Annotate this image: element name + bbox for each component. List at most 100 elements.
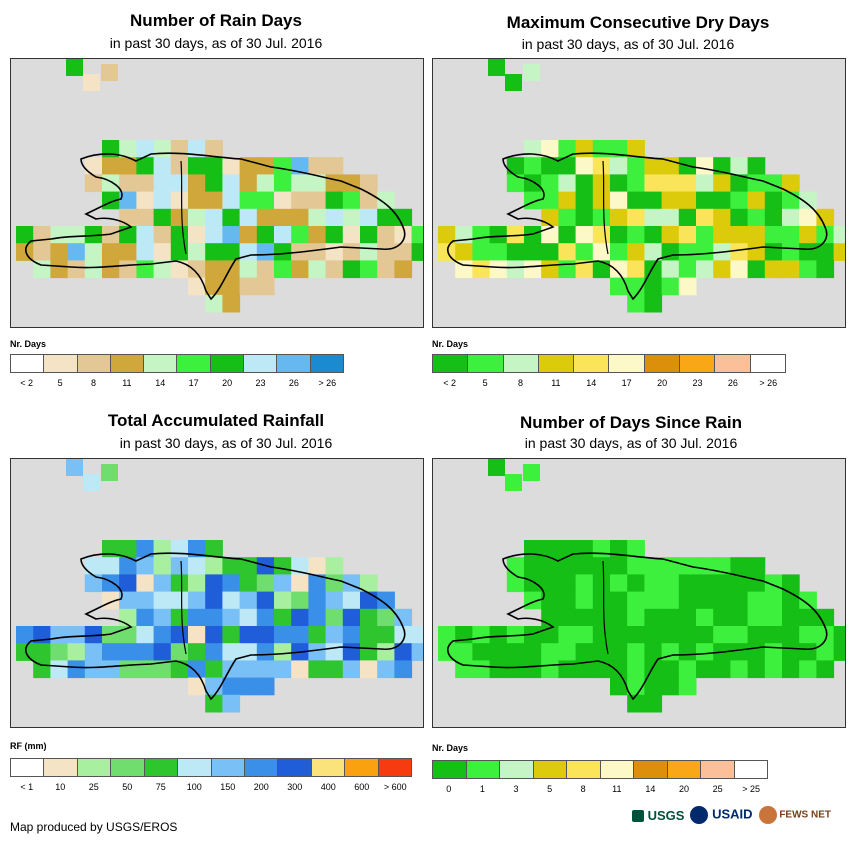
grid-cell [239, 591, 258, 610]
map-total-rainfall [10, 458, 424, 728]
grid-cell [730, 574, 749, 593]
grid-cell [438, 626, 456, 644]
legend-bar [432, 760, 768, 779]
grid-cell [325, 643, 344, 661]
grid-cell [610, 677, 628, 696]
fews-net-logo-text: FEWS NET [779, 809, 831, 821]
grid-cell [730, 174, 749, 193]
grid-cell [101, 464, 118, 481]
grid-cell [325, 243, 344, 261]
grid-cell [524, 626, 542, 644]
grid-cell [84, 557, 103, 575]
grid-cell [153, 591, 172, 610]
grid-cell [170, 540, 189, 558]
grid-cell [747, 660, 766, 679]
grid-cell [170, 260, 189, 279]
grid-cell [610, 191, 628, 210]
grid-cell [558, 557, 577, 575]
grid-cell [170, 608, 189, 627]
grid-cell [170, 626, 189, 644]
grid-cell [816, 260, 835, 279]
grid-cell [472, 660, 491, 679]
grid-cell [764, 208, 783, 227]
grid-cell [222, 191, 241, 210]
legend-tick-label: 100 [186, 782, 202, 792]
grid-cell [610, 540, 628, 558]
grid-cell [541, 140, 559, 158]
grid-cell [644, 260, 663, 279]
grid-cell [256, 643, 275, 661]
grid-cell [308, 226, 327, 244]
grid-cell [153, 557, 172, 575]
grid-cell [377, 660, 395, 679]
grid-cell [188, 157, 206, 175]
grid-cell [558, 591, 577, 610]
grid-cell [524, 557, 542, 575]
grid-cell [256, 608, 275, 627]
grid-cell [678, 277, 697, 296]
grid-cell [661, 591, 680, 610]
grid-cell [524, 226, 542, 244]
legend-ticks: < 2 5 8 11 14 17 20 23 26 > 26 [432, 378, 786, 390]
grid-cell [472, 243, 491, 261]
grid-cell [696, 243, 714, 261]
grid-cell [799, 226, 817, 244]
grid-cell [84, 157, 103, 175]
grid-cell [394, 260, 413, 279]
grid-cell [256, 208, 275, 227]
grid-cell [360, 208, 378, 227]
grid-cell [541, 260, 559, 279]
grid-cell [102, 157, 120, 175]
grid-cell [205, 174, 223, 193]
grid-cell [592, 626, 611, 644]
legend-tick-label: 5 [547, 784, 553, 794]
grid-cell [730, 591, 749, 610]
grid-cell [274, 643, 292, 661]
grid-cell [627, 591, 645, 610]
grid-cell [83, 74, 100, 91]
legend-ticks: < 2 5 8 11 14 17 20 23 26 > 26 [10, 378, 344, 390]
grid-cell [16, 626, 34, 644]
grid-cell [256, 174, 275, 193]
grid-cell [342, 626, 361, 644]
grid-cell [325, 226, 344, 244]
grid-cell [205, 626, 223, 644]
grid-cell [222, 626, 241, 644]
grid-cell [325, 608, 344, 627]
grid-cell [360, 574, 378, 593]
grid-cell [696, 591, 714, 610]
grid-cell [205, 191, 223, 210]
grid-cell [119, 191, 137, 210]
grid-cell [799, 643, 817, 661]
grid-cell [816, 660, 835, 679]
grid-cell [222, 677, 241, 696]
grid-cell [696, 260, 714, 279]
grid-cell [713, 191, 731, 210]
grid-cell [205, 591, 223, 610]
grid-cell [627, 626, 645, 644]
grid-cell [816, 243, 835, 261]
coastline [25, 152, 406, 301]
legend-swatch [144, 759, 179, 776]
grid-cell [524, 260, 542, 279]
grid-cell [764, 191, 783, 210]
coastline [447, 152, 828, 301]
grid-cell [610, 591, 628, 610]
grid-cell [411, 243, 423, 261]
grid-cell [360, 608, 378, 627]
grid-cell [136, 540, 155, 558]
grid-cell [170, 643, 189, 661]
grid-cell [764, 260, 783, 279]
grid-cell [627, 277, 645, 296]
grid-cell [541, 574, 559, 593]
grid-cell [342, 643, 361, 661]
panel-title: Number of Rain Days [130, 11, 302, 30]
grid-cell [610, 140, 628, 158]
grid-cell [170, 557, 189, 575]
grid-cell [188, 557, 206, 575]
legend-title: Nr. Days [432, 339, 469, 349]
grid-cell [627, 608, 645, 627]
grid-cell [360, 226, 378, 244]
grid-cell [489, 643, 508, 661]
grid-cell [713, 608, 731, 627]
